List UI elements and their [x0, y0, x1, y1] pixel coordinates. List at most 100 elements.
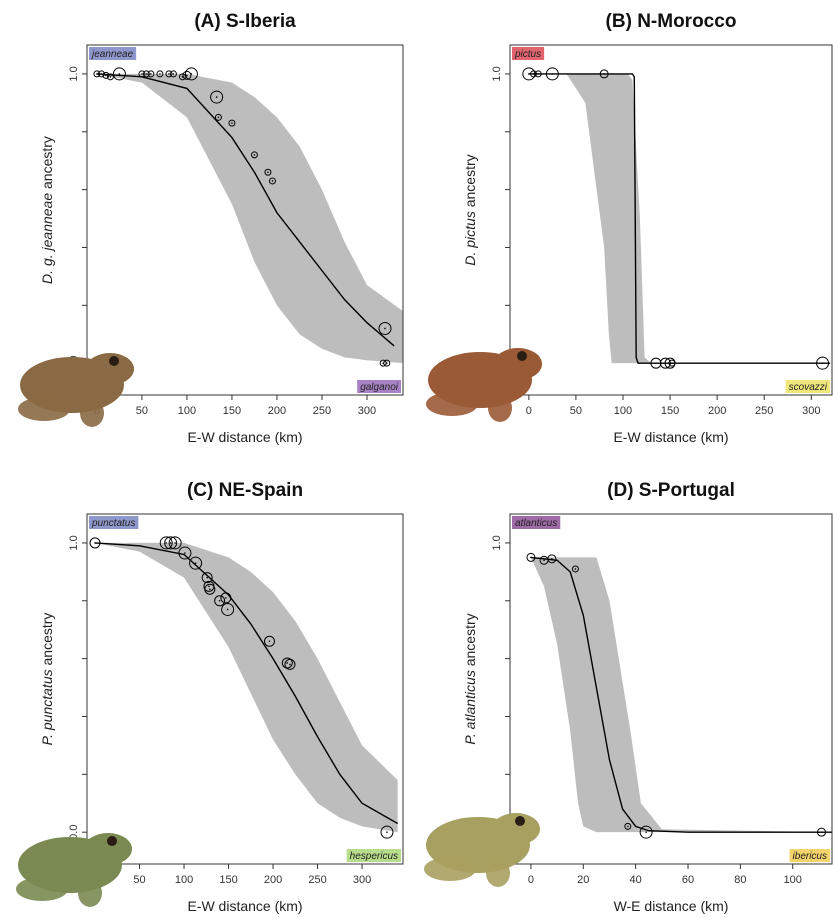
sample-center — [215, 96, 218, 98]
plot-frame — [509, 513, 833, 865]
y-tick-label: 1.0 — [68, 66, 80, 81]
frog-eye — [109, 356, 119, 366]
sample-center — [645, 831, 647, 833]
y-axis-label: P. punctatus ancestry — [39, 613, 55, 746]
plot-frame — [86, 513, 404, 865]
frog-illustration — [16, 833, 132, 907]
sample-point — [102, 71, 110, 79]
x-tick-label: 150 — [219, 874, 237, 886]
sample-center — [96, 73, 98, 75]
panel-title: (B) N-Morocco — [606, 11, 737, 32]
y-axis-label-text: ancestry — [39, 613, 55, 666]
sample-center — [537, 73, 540, 75]
y-axis-label-text: ancestry — [39, 136, 55, 189]
x-tick-label: 100 — [784, 874, 802, 886]
frog-eye — [515, 816, 525, 826]
sample-point — [221, 602, 235, 616]
y-tick-label: 0.0 — [68, 825, 80, 840]
x-tick-label: 40 — [630, 874, 642, 886]
population-tag-box — [789, 849, 830, 862]
sample-center — [172, 73, 175, 75]
sample-point — [106, 73, 114, 81]
x-tick-label: 100 — [614, 405, 632, 417]
population-tag-box — [512, 516, 561, 529]
cline-curve — [96, 73, 395, 347]
sample-point — [220, 592, 232, 604]
sample-center — [655, 362, 657, 364]
sample-center — [603, 73, 605, 75]
x-axis-label: E-W distance (km) — [187, 898, 302, 914]
sample-point — [264, 168, 272, 176]
sample-point — [530, 70, 538, 78]
sample-center — [206, 576, 208, 579]
sample-center — [194, 562, 197, 564]
sample-point — [284, 658, 296, 670]
sample-point — [214, 113, 222, 121]
sample-point — [534, 70, 542, 78]
population-tag: hespericus — [350, 851, 398, 862]
sample-point — [210, 90, 224, 104]
y-axis-label: P. atlanticus ancestry — [462, 613, 478, 744]
x-axis-label: W-E distance (km) — [614, 898, 729, 914]
sample-point — [138, 70, 146, 78]
sample-point — [268, 177, 276, 185]
panel: 0501001502002503000.01.0(C) NE-SpainE-W … — [39, 480, 404, 914]
sample-center — [386, 831, 388, 833]
sample-center — [174, 542, 176, 544]
y-axis-label-species: P. punctatus — [39, 669, 55, 745]
x-axis-label: E-W distance (km) — [613, 429, 728, 445]
sample-point — [383, 359, 391, 367]
x-tick-label: 150 — [223, 405, 241, 417]
cline-curve — [94, 542, 399, 825]
sample-center — [543, 559, 545, 562]
sample-point — [112, 67, 126, 81]
sample-center — [820, 831, 823, 833]
x-tick-label: 50 — [133, 874, 145, 886]
sample-center — [231, 122, 233, 124]
sample-point — [228, 119, 236, 127]
sample-center — [226, 608, 229, 611]
sample-center — [530, 556, 532, 559]
population-tag: ibericus — [793, 851, 827, 862]
population-tag-box — [89, 47, 137, 60]
sample-point — [147, 70, 155, 78]
sample-point — [182, 70, 192, 80]
sample-center — [551, 558, 553, 560]
sample-center — [105, 74, 107, 77]
cline-curve — [528, 73, 831, 364]
sample-point — [547, 554, 557, 564]
population-tag-box — [346, 849, 401, 862]
x-tick-label: 50 — [570, 405, 582, 417]
sample-center — [271, 180, 274, 182]
sample-point — [378, 321, 392, 335]
population-tag: jeanneae — [90, 49, 134, 60]
x-axis-label: E-W distance (km) — [187, 429, 302, 445]
sample-point — [178, 546, 192, 560]
x-tick-label: 0 — [526, 405, 532, 417]
sample-center — [384, 327, 386, 330]
y-axis-label-text: ancestry — [462, 154, 478, 207]
sample-center — [268, 640, 271, 643]
frog-illustration — [18, 353, 134, 427]
frog-eye — [107, 836, 117, 846]
sample-center — [286, 662, 289, 664]
frog-leg — [16, 877, 68, 901]
sample-center — [532, 73, 535, 75]
population-tag-box — [89, 516, 139, 529]
sample-center — [574, 568, 577, 570]
sample-point — [93, 70, 101, 78]
x-tick-label: 200 — [268, 405, 286, 417]
sample-point — [184, 67, 198, 81]
sample-center — [218, 599, 221, 602]
sample-center — [118, 73, 121, 75]
sample-point — [189, 556, 203, 570]
sample-center — [253, 154, 256, 156]
sample-center — [528, 73, 530, 75]
frog-leg — [426, 392, 478, 416]
x-tick-label: 60 — [682, 874, 694, 886]
x-tick-label: 20 — [577, 874, 589, 886]
sample-point — [545, 67, 559, 81]
population-tag-box — [785, 380, 830, 393]
x-tick-label: 250 — [755, 405, 773, 417]
sample-center — [100, 73, 103, 75]
